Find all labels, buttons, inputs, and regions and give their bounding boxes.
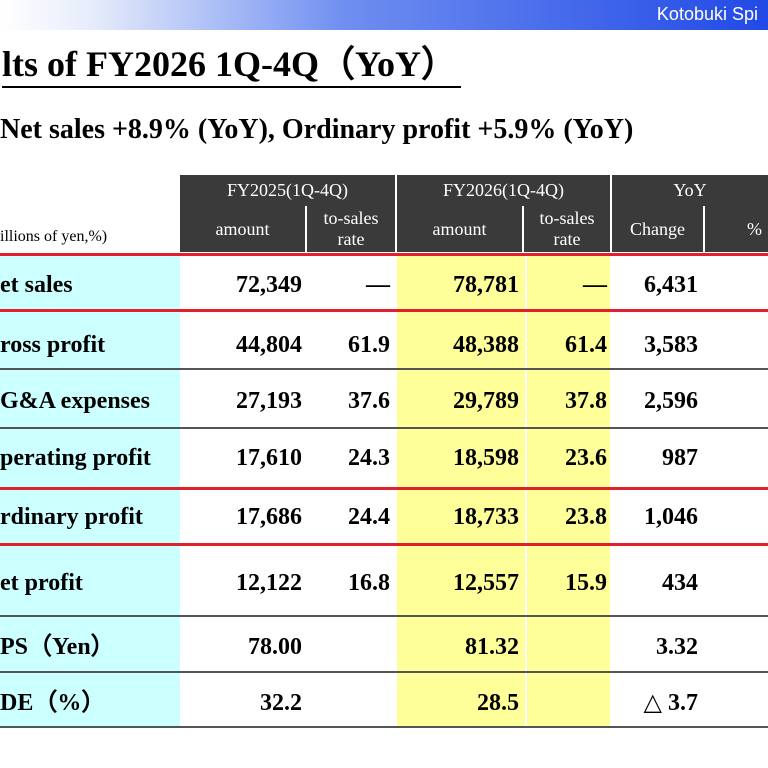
row-divider-red <box>0 543 768 546</box>
fy2025-amount: 12,122 <box>236 570 302 596</box>
fy2025-amount: 72,349 <box>236 272 302 298</box>
row-divider <box>0 427 768 429</box>
header-bar: Kotobuki Spi <box>0 0 768 30</box>
page-subtitle: Net sales +8.9% (YoY), Ordinary profit +… <box>0 114 634 145</box>
row-divider <box>0 726 768 728</box>
fy2025-rate: — <box>366 272 390 298</box>
row-label: PS（Yen） <box>0 634 115 660</box>
yoy-change: 434 <box>662 570 698 596</box>
fy2025-rate: 61.9 <box>348 332 390 358</box>
header-yoy: YoY <box>612 175 768 206</box>
fy2026-amount: 81.32 <box>465 634 519 660</box>
yoy-change: 2,596 <box>644 388 698 414</box>
fy2025-amount: 17,610 <box>236 445 302 471</box>
page-title: lts of FY2026 1Q-4Q（YoY） <box>2 42 461 88</box>
header-amount-2025: amount <box>180 206 305 252</box>
fy2026-rate: — <box>583 272 607 298</box>
header-rate-2026: to-sales rate <box>524 206 610 252</box>
fy2026-rate: 61.4 <box>565 332 607 358</box>
fy2026-rate-column-bg <box>527 254 610 727</box>
row-label: perating profit <box>0 445 151 471</box>
fy2025-amount: 32.2 <box>260 690 302 716</box>
fy2025-rate: 16.8 <box>348 570 390 596</box>
row-divider <box>0 368 768 370</box>
header-fy2025: FY2025(1Q-4Q) <box>180 175 395 206</box>
label-column-bg <box>0 254 180 727</box>
fy2026-amount: 18,733 <box>453 504 519 530</box>
fy2026-rate: 37.8 <box>565 388 607 414</box>
fy2026-rate: 15.9 <box>565 570 607 596</box>
fy2026-amount: 18,598 <box>453 445 519 471</box>
row-label: et sales <box>0 272 73 298</box>
row-divider <box>0 615 768 617</box>
row-label: ross profit <box>0 332 106 358</box>
yoy-change: 3,583 <box>644 332 698 358</box>
row-divider <box>0 671 768 673</box>
row-divider-red <box>0 487 768 490</box>
fy2026-rate: 23.8 <box>565 504 607 530</box>
fy2025-amount: 17,686 <box>236 504 302 530</box>
fy2026-amount: 78,781 <box>453 272 519 298</box>
header-fy2026: FY2026(1Q-4Q) <box>397 175 610 206</box>
yoy-change: 3.32 <box>656 634 698 660</box>
fy2025-amount: 78.00 <box>248 634 302 660</box>
fy2026-amount: 12,557 <box>453 570 519 596</box>
fy2025-amount: 27,193 <box>236 388 302 414</box>
row-label: DE（%） <box>0 690 106 716</box>
row-label: et profit <box>0 570 83 596</box>
fy2025-amount: 44,804 <box>236 332 302 358</box>
fy2025-rate: 37.6 <box>348 388 390 414</box>
unit-label: illions of yen,%) <box>0 228 108 245</box>
fy2026-amount: 28.5 <box>477 690 519 716</box>
fy2025-rate: 24.4 <box>348 504 390 530</box>
row-divider-red <box>0 253 768 256</box>
yoy-change: 987 <box>662 445 698 471</box>
yoy-change: 1,046 <box>644 504 698 530</box>
yoy-change: 6,431 <box>644 272 698 298</box>
header-change: Change <box>612 206 703 252</box>
fy2026-amount: 29,789 <box>453 388 519 414</box>
header-rate-2025: to-sales rate <box>307 206 395 252</box>
fy2026-rate: 23.6 <box>565 445 607 471</box>
fy2026-amount-column-bg <box>397 254 525 727</box>
row-label: G&A expenses <box>0 388 150 414</box>
company-name: Kotobuki Spi <box>656 4 758 24</box>
row-divider-red <box>0 309 768 312</box>
header-percent: % <box>705 206 768 252</box>
header-amount-2026: amount <box>397 206 522 252</box>
fy2026-amount: 48,388 <box>453 332 519 358</box>
yoy-change: △ 3.7 <box>643 690 698 716</box>
fy2025-rate: 24.3 <box>348 445 390 471</box>
row-label: rdinary profit <box>0 504 143 530</box>
